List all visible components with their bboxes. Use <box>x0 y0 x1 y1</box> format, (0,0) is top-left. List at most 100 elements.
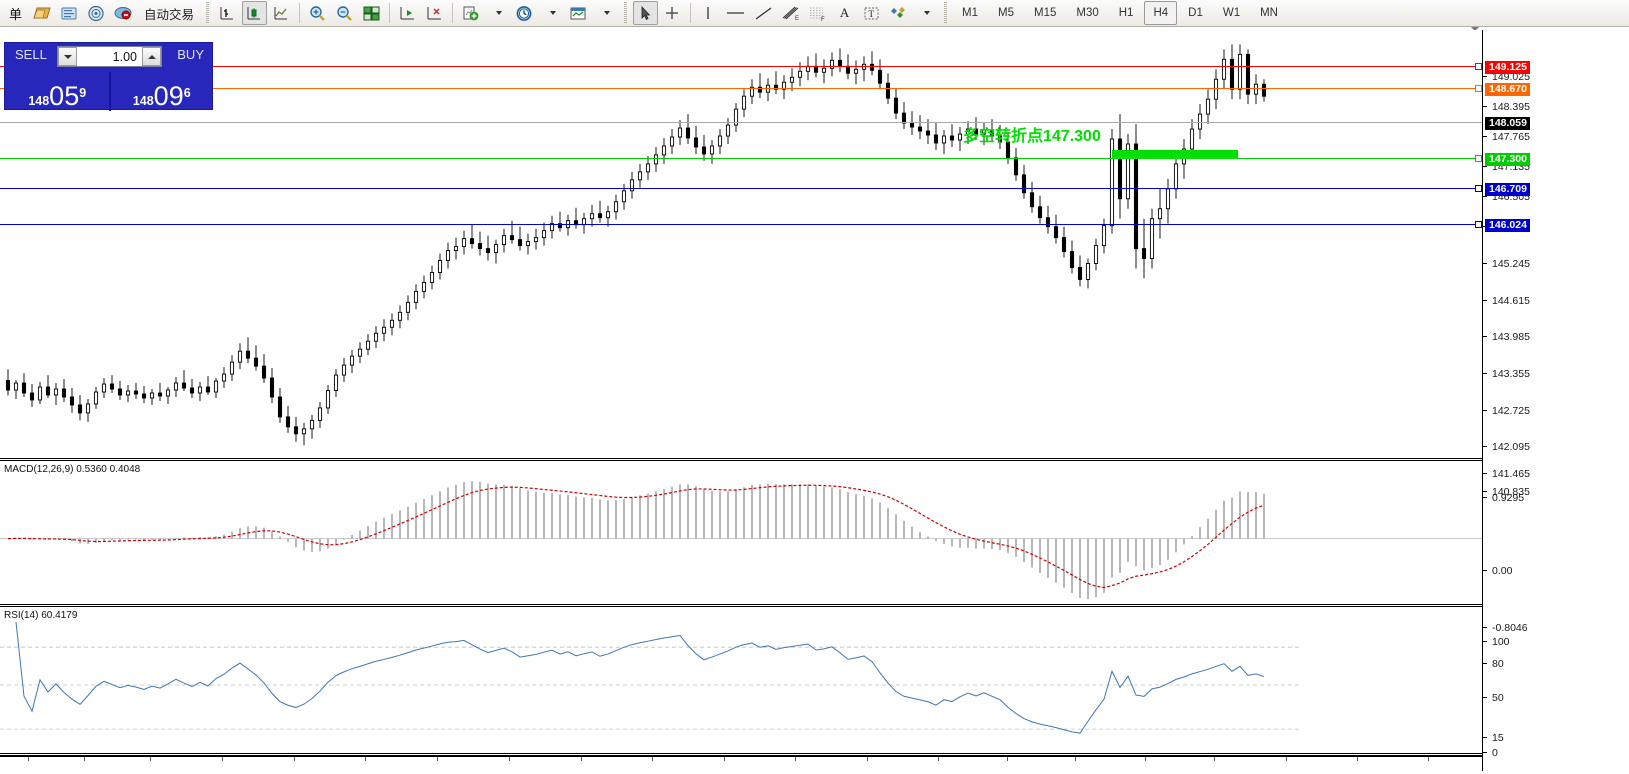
equidistant-channel-icon[interactable]: E <box>778 1 803 25</box>
candle <box>1093 238 1099 271</box>
candle <box>213 378 219 398</box>
candle <box>437 253 443 280</box>
timeframe-h4[interactable]: H4 <box>1144 1 1178 25</box>
objects-dropdown-caret[interactable] <box>913 1 938 25</box>
candle <box>1133 124 1139 269</box>
price-badge-149-125[interactable]: 149.125 <box>1485 61 1530 74</box>
timeframe-d1[interactable]: D1 <box>1188 7 1203 19</box>
timeframe-w1[interactable]: W1 <box>1222 7 1241 19</box>
candle <box>757 73 763 99</box>
candle <box>5 369 11 396</box>
horizontal-line-icon[interactable] <box>723 1 749 25</box>
volume-value[interactable]: 1.00 <box>112 49 137 64</box>
templates-dropdown-caret[interactable] <box>593 1 618 25</box>
folder-icon[interactable] <box>30 1 55 25</box>
zoom-in-icon[interactable] <box>305 1 330 25</box>
timeframe-h1[interactable]: H1 <box>1118 7 1134 19</box>
candle <box>501 228 507 253</box>
toolbar-grip-2[interactable] <box>622 2 630 24</box>
candle <box>349 350 355 374</box>
price-level-line-149-125[interactable] <box>0 66 1482 67</box>
price-level-line-148-059[interactable] <box>0 122 1482 123</box>
candle <box>893 88 899 120</box>
candle <box>485 235 491 261</box>
candle <box>821 59 827 84</box>
sell-price[interactable]: 148 05 9 <box>5 71 110 111</box>
vertical-line-icon[interactable] <box>696 1 721 25</box>
svg-text:F: F <box>821 17 825 22</box>
candle <box>1205 89 1211 125</box>
price-badge-147-300[interactable]: 147.300 <box>1485 153 1530 166</box>
sell-button[interactable]: SELL <box>15 47 47 62</box>
timeframe-m30[interactable]: M30 <box>1076 7 1099 19</box>
news-icon[interactable] <box>57 1 82 25</box>
indicators-add-icon[interactable] <box>458 1 483 25</box>
support-zone-rectangle[interactable] <box>1112 150 1238 159</box>
toolbar-grip[interactable] <box>204 2 212 24</box>
time-axis-tick <box>652 757 653 761</box>
period-clock-icon[interactable] <box>512 1 537 25</box>
auto-trading-label: 自动交易 <box>144 7 195 22</box>
buy-price[interactable]: 148 09 6 <box>110 71 215 111</box>
tick-mark <box>1483 196 1487 197</box>
chart-canvas[interactable]: 多空转折点147.300 MACD(12,26,9) 0.5360 0.4048… <box>0 30 1482 774</box>
price-badge-148-059[interactable]: 148.059 <box>1485 117 1530 130</box>
text-box-icon[interactable]: T <box>859 1 884 25</box>
price-level-line-147-300[interactable] <box>0 158 1482 159</box>
price-level-handle-146-024[interactable] <box>1475 221 1482 228</box>
candle <box>925 119 931 144</box>
price-badge-146-024[interactable]: 146.024 <box>1485 219 1530 232</box>
signals-icon[interactable] <box>84 1 109 25</box>
bar-chart-icon[interactable] <box>215 1 240 25</box>
timeframe-m1[interactable]: M1 <box>962 7 978 19</box>
timeframe-m15[interactable]: M15 <box>1033 7 1057 19</box>
price-badge-146-709[interactable]: 146.709 <box>1485 183 1530 196</box>
candle <box>901 102 907 130</box>
templates-icon[interactable] <box>566 1 591 25</box>
buy-price-big: 09 <box>153 81 184 111</box>
chevron-down-icon[interactable] <box>1471 27 1479 31</box>
candle <box>253 345 259 371</box>
navigator-icon[interactable] <box>422 1 447 25</box>
cursor-icon[interactable] <box>633 1 659 25</box>
price-level-line-146-709[interactable] <box>0 188 1482 189</box>
price-level-handle-148-670[interactable] <box>1475 85 1482 92</box>
text-label-icon[interactable]: A <box>839 5 850 20</box>
data-window-icon[interactable] <box>395 1 420 25</box>
line-chart-icon[interactable] <box>269 1 294 25</box>
volume-decrease-button[interactable] <box>58 47 77 66</box>
price-level-handle-147-300[interactable] <box>1475 155 1482 162</box>
candle <box>717 129 723 154</box>
timeframe-mn[interactable]: MN <box>1260 7 1278 19</box>
rsi-label: RSI(14) 60.4179 <box>4 610 78 621</box>
crosshair-icon[interactable] <box>660 1 685 25</box>
price-level-line-148-670[interactable] <box>0 88 1482 89</box>
price-badge-148-670[interactable]: 148.670 <box>1485 83 1530 96</box>
fibonacci-icon[interactable]: F <box>805 1 830 25</box>
buy-button[interactable]: BUY <box>177 47 204 62</box>
candlestick-chart-icon[interactable] <box>242 1 268 25</box>
volume-increase-button[interactable] <box>142 47 161 66</box>
tile-windows-icon[interactable] <box>359 1 384 25</box>
price-level-handle-149-125[interactable] <box>1475 63 1482 70</box>
toolbar-grip-3[interactable] <box>942 2 950 24</box>
one-click-trading-panel[interactable]: SELL 1.00 BUY 148 05 9 148 09 6 <box>4 42 215 111</box>
price-scale[interactable]: 149.025148.395147.765147.135146.505145.8… <box>1482 30 1629 774</box>
time-axis-tick <box>724 757 725 761</box>
candle <box>85 398 91 422</box>
objects-icon[interactable] <box>886 1 911 25</box>
price-level-line-146-024[interactable] <box>0 224 1482 225</box>
candle <box>245 337 251 364</box>
candle <box>973 117 979 141</box>
trendline-icon[interactable] <box>751 1 776 25</box>
timeframe-m5[interactable]: M5 <box>998 7 1014 19</box>
zoom-out-icon[interactable] <box>332 1 357 25</box>
price-level-handle-146-709[interactable] <box>1475 185 1482 192</box>
indicators-dropdown-caret[interactable] <box>485 1 510 25</box>
chart-annotation-text[interactable]: 多空转折点147.300 <box>963 128 1101 145</box>
period-dropdown-caret[interactable] <box>539 1 564 25</box>
expert-advisor-icon[interactable] <box>111 1 136 25</box>
auto-trading-button[interactable]: 自动交易 <box>138 1 200 25</box>
volume-stepper[interactable]: 1.00 <box>57 46 162 67</box>
new-order-icon[interactable]: 单 <box>3 1 28 25</box>
